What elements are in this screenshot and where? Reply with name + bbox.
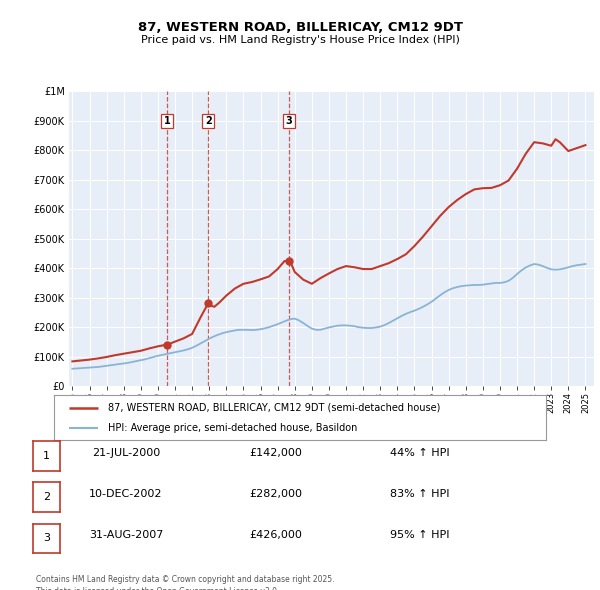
Text: 3: 3 — [286, 116, 292, 126]
Text: £426,000: £426,000 — [250, 530, 302, 540]
Text: 87, WESTERN ROAD, BILLERICAY, CM12 9DT (semi-detached house): 87, WESTERN ROAD, BILLERICAY, CM12 9DT (… — [108, 403, 440, 412]
Text: 95% ↑ HPI: 95% ↑ HPI — [390, 530, 450, 540]
Text: £142,000: £142,000 — [250, 448, 302, 457]
Text: £282,000: £282,000 — [250, 489, 302, 499]
Text: 10-DEC-2002: 10-DEC-2002 — [89, 489, 163, 499]
Text: 83% ↑ HPI: 83% ↑ HPI — [390, 489, 450, 499]
Text: 3: 3 — [43, 533, 50, 543]
Text: Contains HM Land Registry data © Crown copyright and database right 2025.
This d: Contains HM Land Registry data © Crown c… — [36, 575, 335, 590]
Text: 2: 2 — [205, 116, 212, 126]
Text: 2: 2 — [43, 492, 50, 502]
Text: 1: 1 — [164, 116, 170, 126]
Text: HPI: Average price, semi-detached house, Basildon: HPI: Average price, semi-detached house,… — [108, 424, 358, 434]
Text: 87, WESTERN ROAD, BILLERICAY, CM12 9DT: 87, WESTERN ROAD, BILLERICAY, CM12 9DT — [137, 21, 463, 34]
Text: 44% ↑ HPI: 44% ↑ HPI — [390, 448, 450, 457]
Text: Price paid vs. HM Land Registry's House Price Index (HPI): Price paid vs. HM Land Registry's House … — [140, 35, 460, 45]
Text: 31-AUG-2007: 31-AUG-2007 — [89, 530, 163, 540]
Text: 21-JUL-2000: 21-JUL-2000 — [92, 448, 160, 457]
Text: 1: 1 — [43, 451, 50, 461]
